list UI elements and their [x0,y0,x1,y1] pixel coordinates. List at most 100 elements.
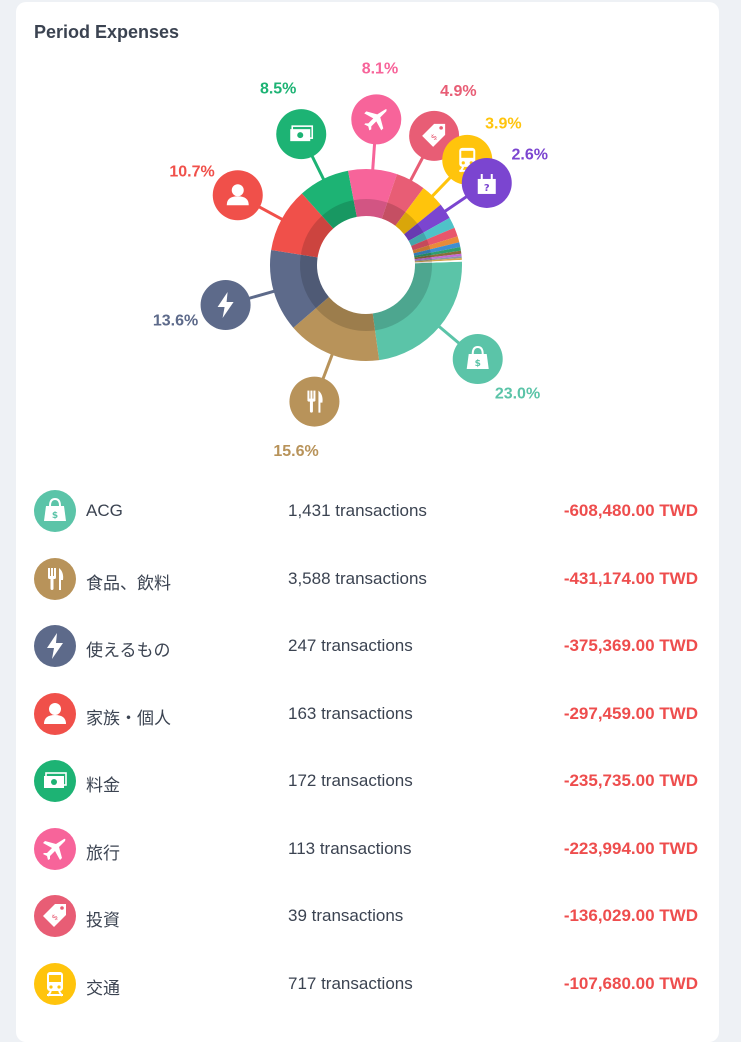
donut-slice-small-6-shade [414,257,432,261]
donut-slice-small-9-shade [414,261,432,264]
donut-slice-small-1-shade [411,239,429,251]
category-amount: -107,680.00 TWD [563,973,698,993]
airplane-icon [351,94,402,145]
category-amount: -608,480.00 TWD [563,501,698,520]
category-amount: -297,459.00 TWD [563,703,698,723]
donut-slice-acg[interactable] [372,261,462,361]
donut-slice-small-1[interactable] [411,227,458,251]
svg-text:$: $ [475,359,481,369]
price-tag-icon: $ [34,895,76,937]
donut-slice-family[interactable] [271,193,334,258]
category-row-invest[interactable]: $ 投資 39 transactions -136,029.00 TWD [16,883,719,950]
donut-slice-utilities[interactable] [270,250,329,328]
donut-slice-transport[interactable] [395,188,441,235]
donut-slice-small-2-shade [412,245,431,254]
donut-slice-fees[interactable] [301,170,357,229]
category-name: 家族・個人 [86,708,171,728]
donut-slice-small-3[interactable] [413,242,461,256]
category-name: 交通 [86,978,120,998]
donut-slice-transport-shade [395,212,418,235]
donut-slice-small-8-shade [414,260,432,263]
transaction-count: 39 transactions [288,906,404,925]
fork-knife-icon [289,376,340,427]
category-name: ACG [86,501,123,520]
svg-text:$: $ [429,132,439,142]
lightning-icon [200,280,251,331]
train-icon [34,962,76,1005]
donut-slice-invest-shade [381,202,406,226]
percent-label-invest: 4.9% [440,83,476,100]
category-name: 旅行 [86,843,120,863]
transaction-count: 247 transactions [288,636,413,655]
svg-text:$: $ [50,912,60,922]
transaction-count: 163 transactions [288,703,413,723]
donut-slice-invest[interactable] [381,174,424,226]
donut-slice-fees-shade [321,200,357,229]
transaction-count: 717 transactions [288,973,413,993]
unknown-bag-icon: ? [461,157,512,208]
donut-slice-small-9[interactable] [414,259,462,264]
donut-slice-other-shade [404,223,424,241]
fork-knife-icon [34,557,76,600]
donut-slice-travel-shade [353,199,388,219]
donut-slice-small-4-shade [414,252,432,258]
transaction-count: 113 transactions [288,838,412,858]
donut-slice-acg-shade [372,262,433,331]
person-icon [212,170,263,221]
donut-slice-food[interactable] [293,297,380,361]
donut-slice-food-shade [316,297,376,332]
cash-icon [34,760,76,802]
shopping-bag-icon: $ [34,490,76,532]
donut-slice-small-0[interactable] [408,217,455,246]
donut-slice-utilities-shade [300,254,329,309]
cash-icon [276,109,327,160]
donut-slice-small-3-shade [413,249,431,256]
percent-label-food: 15.6% [273,443,318,460]
shopping-bag-icon: $ [452,333,503,384]
donut-slice-small-6[interactable] [414,253,462,261]
donut-slice-family-shade [300,215,334,258]
category-name: 料金 [86,776,120,795]
category-amount: -375,369.00 TWD [563,636,698,655]
category-amount: -223,994.00 TWD [563,838,698,858]
airplane-icon [34,827,76,870]
category-row-travel[interactable]: 旅行 113 transactions -223,994.00 TWD [16,816,719,883]
period-expenses-card: Period Expenses $23.0% 15.6% 13.6% 10.7% 8.5… [16,2,719,1042]
percent-label-utilities: 13.6% [153,312,198,329]
donut-slice-small-4[interactable] [414,247,461,258]
category-row-fees[interactable]: 料金 172 transactions -235,735.00 TWD [16,748,719,815]
label-layer: $23.0% 15.6% 13.6% 10.7% 8.5% 8.1% $4.9% 3.9%? 2… [153,60,548,460]
donut-slice-travel[interactable] [348,169,398,219]
category-name: 使えるもの [86,641,171,660]
transaction-count: 1,431 transactions [288,501,427,520]
percent-label-travel: 8.1% [362,60,398,77]
donut-slice-small-7[interactable] [414,256,462,262]
lightning-icon [34,625,76,667]
category-row-transport[interactable]: 交通 717 transactions -107,680.00 TWD [16,951,719,1018]
transaction-count: 3,588 transactions [288,568,427,588]
card-title: Period Expenses [34,22,180,42]
donut-slice-small-5[interactable] [414,250,462,260]
donut-slice-small-7-shade [414,258,432,262]
category-row-utilities[interactable]: 使えるもの 247 transactions -375,369.00 TWD [16,613,719,680]
transaction-count: 172 transactions [288,771,413,790]
donut-slice-small-8[interactable] [414,257,462,263]
svg-text:?: ? [484,183,490,194]
percent-label-transport: 3.9% [485,115,521,132]
category-amount: -235,735.00 TWD [563,771,698,790]
category-name: 投資 [86,911,120,930]
donut-slice-small-0-shade [408,232,427,246]
percent-label-other: 2.6% [512,147,548,164]
person-icon [34,692,76,735]
category-row-acg[interactable]: $ ACG 1,431 transactions -608,480.00 TWD [16,478,719,545]
svg-text:$: $ [52,511,58,521]
donut-svg: $23.0% 15.6% 13.6% 10.7% 8.5% 8.1% $4.9% 3.9%? 2… [153,60,548,460]
donut-slice-small-2[interactable] [412,236,460,254]
category-amount: -431,174.00 TWD [563,568,698,588]
donut-slice-small-5-shade [414,255,432,260]
expense-donut-chart: $23.0% 15.6% 13.6% 10.7% 8.5% 8.1% $4.9% 3.9%? 2… [0,0,741,460]
category-amount: -136,029.00 TWD [563,906,698,925]
donut-slice-other[interactable] [404,204,450,241]
category-row-family[interactable]: 家族・個人 163 transactions -297,459.00 TWD [16,681,719,748]
category-row-food[interactable]: 食品、飲料 3,588 transactions -431,174.00 TWD [16,546,719,613]
